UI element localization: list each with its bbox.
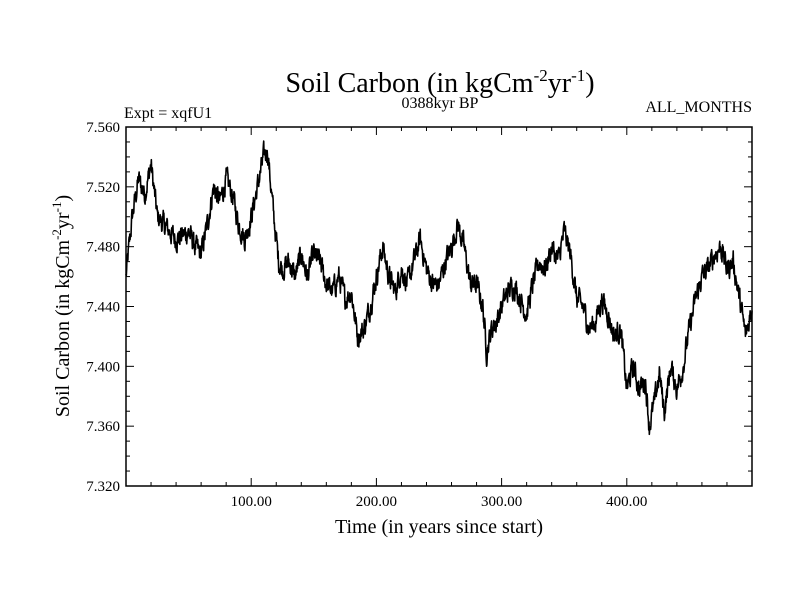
y-tick-label: 7.480 [86, 240, 120, 256]
y-tick-label: 7.520 [86, 180, 120, 196]
y-tick-label: 7.440 [86, 300, 120, 316]
experiment-label: Expt = xqfU1 [124, 105, 212, 122]
plot-area [125, 126, 753, 487]
y-tick-label: 7.360 [86, 419, 120, 435]
y-tick-label: 7.400 [86, 359, 120, 375]
months-label: ALL_MONTHS [645, 99, 752, 116]
chart-title: Soil Carbon (in kgCm-2yr-1) [285, 66, 594, 99]
soil-carbon-line [125, 140, 753, 436]
x-tick-label: 300.00 [481, 494, 522, 510]
y-tick-label: 7.560 [86, 120, 120, 136]
axis-ticks [126, 126, 752, 487]
plot-frame [125, 126, 753, 487]
period-label: 0388kyr BP [402, 95, 479, 112]
x-axis-label: Time (in years since start) [335, 516, 543, 538]
y-tick-label: 7.320 [86, 479, 120, 495]
y-tick-labels: 7.320 7.360 7.400 7.440 7.480 7.520 7.560 [86, 120, 120, 495]
x-tick-label: 400.00 [606, 494, 647, 510]
x-tick-label: 100.00 [231, 494, 272, 510]
x-tick-label: 200.00 [356, 494, 397, 510]
y-axis-label: Soil Carbon (in kgCm-2yr-1) [49, 195, 74, 417]
data-series [125, 140, 753, 436]
x-tick-labels: 100.00 200.00 300.00 400.00 [231, 494, 648, 510]
